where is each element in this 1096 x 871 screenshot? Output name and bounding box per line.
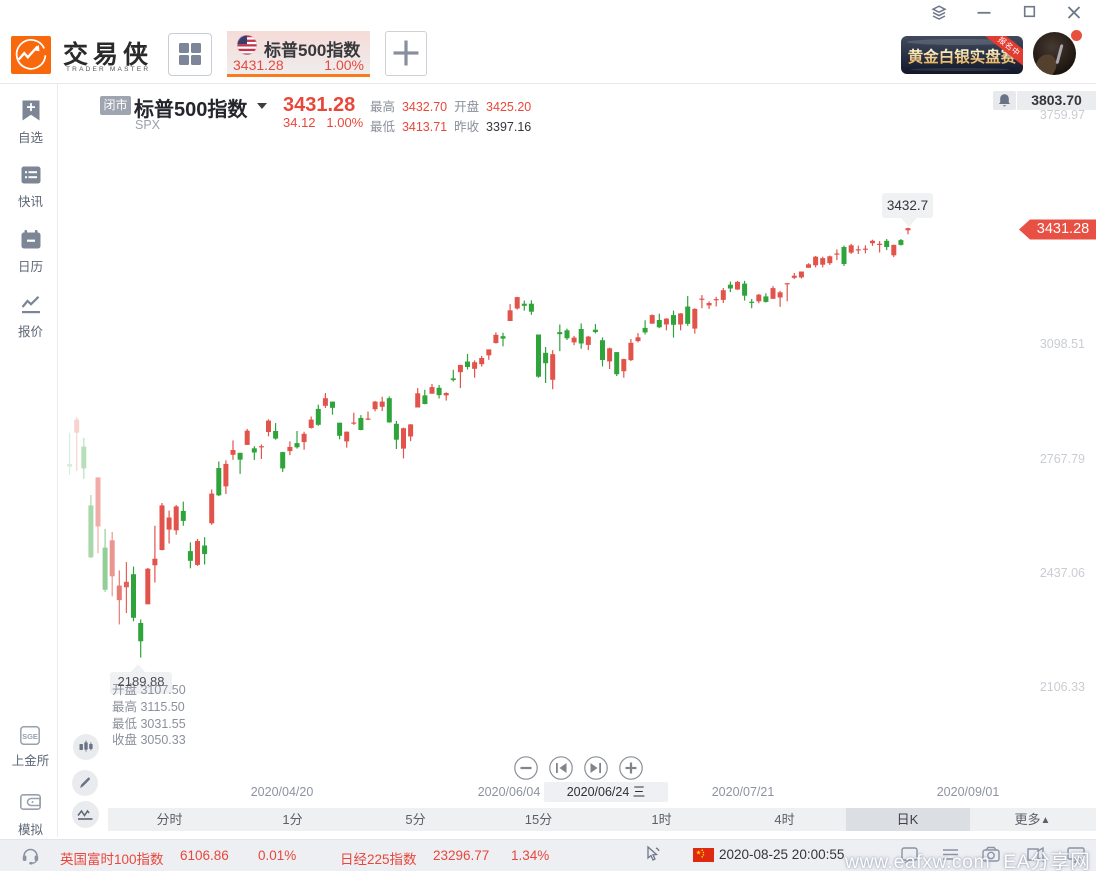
svg-text:SGE: SGE <box>22 732 38 741</box>
